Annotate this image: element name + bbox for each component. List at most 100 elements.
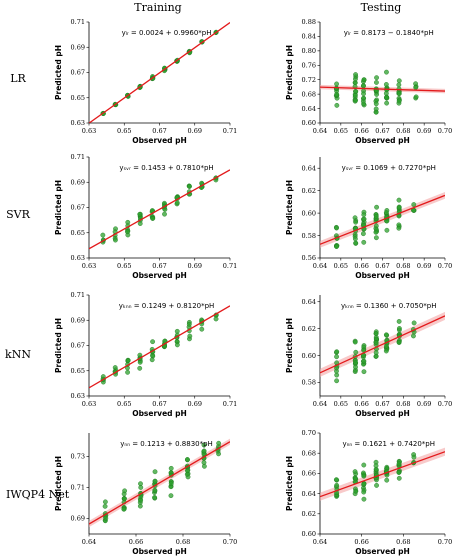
x-tick-label: 0.69 — [188, 262, 202, 270]
data-point — [137, 352, 143, 358]
chart-knn-test: 0.64 0.65 0.66 0.67 0.68 0.69 0.70 0.58 0.60 0.62… — [285, 295, 452, 418]
data-point — [360, 231, 366, 237]
chart-lr-train: 0.63 0.65 0.67 0.69 0.71 0.63 0.65 0.67 0.69 0.71… — [54, 18, 237, 145]
data-point — [373, 353, 379, 359]
x-tick-label: 0.68 — [396, 538, 410, 546]
plot-area — [89, 169, 230, 250]
y-tick-label: 0.65 — [71, 229, 85, 237]
data-point — [361, 358, 367, 364]
row-label-iwqp4-net: IWQP4 Net — [6, 488, 70, 501]
data-point — [384, 69, 389, 75]
data-point — [396, 91, 402, 97]
x-tick-label: 0.63 — [82, 400, 96, 408]
data-point — [353, 364, 358, 370]
data-point — [374, 80, 379, 85]
y-tick-label: 0.63 — [71, 119, 85, 127]
chart-lr-test: 0.64 0.65 0.66 0.67 0.68 0.69 0.700.600.640.68… — [285, 18, 452, 145]
y-tick-label: 0.67 — [71, 342, 85, 350]
data-point — [213, 316, 219, 322]
x-axis-label: Observed pH — [355, 271, 410, 280]
x-tick-label: 0.69 — [417, 262, 431, 270]
x-tick-label: 0.70 — [223, 538, 237, 546]
data-point — [396, 319, 402, 324]
row-label-lr: LR — [10, 72, 26, 85]
plot-area — [89, 438, 230, 528]
row-label-svr: SVR — [6, 208, 30, 221]
chart-svr-test: 0.64 0.65 0.66 0.67 0.68 0.69 0.70 0.56 0.58 0.60… — [285, 157, 452, 280]
chart-panels: 0.63 0.65 0.67 0.69 0.71 0.63 0.65 0.67 0.69 0.71… — [54, 18, 452, 556]
data-point — [411, 202, 417, 207]
data-point — [103, 515, 109, 521]
y-tick-label: 0.60 — [302, 352, 316, 360]
x-tick-label: 0.65 — [334, 262, 348, 270]
data-point — [199, 326, 205, 332]
x-tick-label: 0.63 — [82, 262, 96, 270]
data-point — [138, 497, 144, 503]
x-axis-label: Observed pH — [132, 271, 187, 280]
data-point — [334, 349, 340, 355]
data-point — [361, 216, 367, 222]
x-tick-label: 0.67 — [375, 262, 389, 270]
x-tick-label: 0.63 — [82, 127, 96, 135]
data-point — [174, 200, 180, 206]
y-tick-label: 0.62 — [302, 510, 316, 518]
data-point — [361, 473, 367, 479]
y-tick-label: 0.58 — [302, 232, 316, 240]
y-tick-label: 0.60 — [302, 209, 316, 217]
data-point — [100, 232, 106, 238]
data-point — [396, 205, 402, 210]
x-tick-label: 0.69 — [188, 127, 202, 135]
x-tick-label: 0.65 — [117, 127, 131, 135]
data-point — [150, 339, 156, 345]
data-point — [383, 332, 389, 338]
data-point — [413, 85, 419, 90]
data-point — [384, 87, 390, 93]
data-point — [353, 349, 359, 355]
regression-equation: yₖₙₙ = 0.1249 + 0.8120*pH — [119, 302, 215, 310]
regression-line — [89, 22, 230, 123]
data-point — [361, 496, 367, 502]
regression-line — [320, 315, 445, 374]
data-point — [396, 197, 402, 203]
x-tick-label: 0.68 — [176, 538, 190, 546]
data-point — [396, 475, 402, 481]
y-tick-label: 0.64 — [302, 490, 316, 498]
data-point — [122, 488, 128, 494]
plot-area — [89, 305, 230, 389]
y-tick-label: 0.84 — [302, 33, 316, 41]
y-axis-label: Predicted pH — [54, 456, 63, 511]
y-tick-label: 0.73 — [71, 453, 85, 461]
data-point — [201, 442, 207, 448]
column-title-testing: Testing — [361, 1, 402, 14]
column-title-training: Training — [134, 1, 181, 14]
data-point — [152, 495, 157, 500]
x-axis-label: Observed pH — [132, 409, 187, 418]
data-point — [383, 348, 389, 354]
data-point — [102, 503, 108, 509]
x-tick-label: 0.71 — [223, 127, 237, 135]
data-point — [374, 75, 379, 81]
x-tick-label: 0.67 — [375, 127, 389, 135]
y-tick-label: 0.68 — [302, 449, 316, 457]
data-point — [152, 469, 158, 475]
data-point — [125, 358, 131, 363]
regression-equation: yₙₙ = 0.1621 + 0.7420*pH — [342, 440, 435, 448]
y-axis-label: Predicted pH — [285, 318, 294, 373]
data-point — [185, 468, 190, 474]
data-point — [373, 106, 379, 112]
x-axis-label: Observed pH — [355, 136, 410, 145]
data-point — [150, 216, 156, 221]
data-point — [334, 225, 339, 231]
y-axis-label: Predicted pH — [54, 318, 63, 373]
data-point — [201, 463, 207, 469]
data-point — [174, 342, 180, 348]
chart-iwqp4-test: 0.64 0.66 0.68 0.70 0.60 0.62 0.64 0.66 0.68 0.70… — [285, 429, 452, 556]
y-tick-label: 0.69 — [71, 43, 85, 51]
data-point — [396, 326, 402, 331]
data-point — [137, 211, 143, 217]
y-tick-label: 0.70 — [302, 429, 316, 437]
data-point — [353, 240, 359, 246]
y-tick-label: 0.67 — [71, 204, 85, 212]
y-tick-label: 0.63 — [71, 392, 85, 400]
